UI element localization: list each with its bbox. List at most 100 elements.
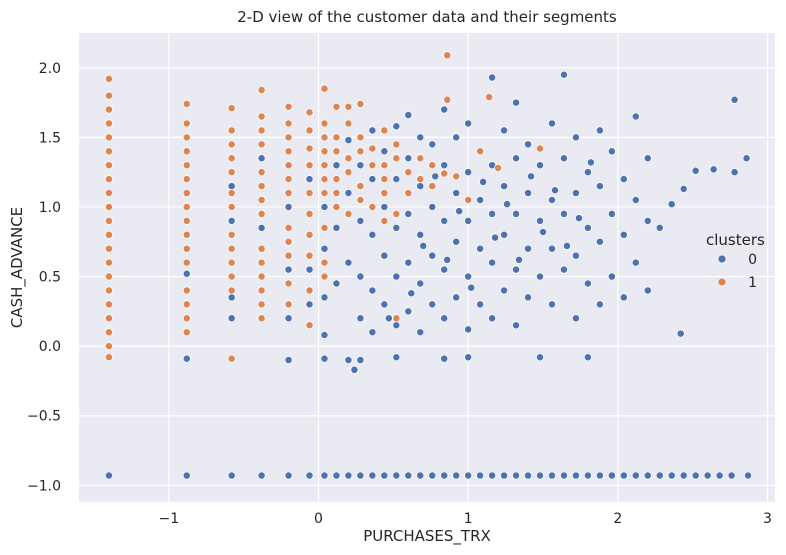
scatter-point (551, 186, 559, 195)
scatter-point (485, 93, 494, 101)
scatter-point (512, 98, 521, 107)
series-1-points (104, 51, 544, 363)
scatter-point (440, 265, 449, 274)
y-tick-label: 1.5 (39, 130, 61, 146)
scatter-point (104, 258, 113, 267)
scatter-point (227, 314, 236, 323)
scatter-point (548, 300, 556, 309)
scatter-point (227, 286, 236, 295)
scatter-point (104, 189, 113, 197)
scatter-point (500, 471, 509, 480)
scatter-point (227, 182, 236, 191)
scatter-point (104, 230, 113, 239)
x-tick-label: 0 (314, 511, 323, 527)
x-tick-label: 3 (763, 511, 772, 527)
scatter-point (380, 203, 389, 211)
scatter-point (320, 119, 329, 128)
scatter-point (257, 126, 266, 135)
scatter-point (368, 286, 377, 295)
scatter-point (730, 168, 739, 177)
scatter-point (491, 233, 500, 242)
scatter-point (512, 471, 521, 480)
scatter-point (455, 207, 464, 216)
scatter-point (380, 471, 389, 480)
legend-title: clusters (706, 231, 765, 249)
scatter-point (512, 321, 521, 330)
scatter-point (583, 223, 592, 232)
scatter-point (332, 133, 341, 142)
scatter-point (392, 353, 401, 362)
scatter-point (607, 147, 616, 156)
scatter-point (464, 216, 473, 225)
y-tick-label: 0.0 (39, 339, 61, 355)
scatter-point (595, 471, 604, 480)
scatter-point (284, 314, 293, 323)
scatter-point (452, 189, 461, 197)
scatter-point (488, 209, 497, 218)
scatter-point (595, 300, 604, 309)
scatter-point (182, 314, 191, 323)
scatter-point (356, 272, 365, 281)
scatter-point (257, 258, 266, 267)
scatter-point (356, 314, 365, 323)
scatter-point (607, 471, 616, 480)
scatter-point (431, 172, 440, 181)
scatter-point (320, 223, 329, 232)
scatter-point (742, 154, 751, 163)
scatter-point (104, 161, 113, 170)
scatter-point (380, 251, 389, 260)
scatter-point (284, 161, 293, 170)
scatter-point (744, 471, 753, 480)
scatter-point (467, 283, 476, 292)
scatter-point (404, 209, 413, 218)
scatter-point (332, 147, 341, 156)
scatter-point (305, 471, 314, 480)
x-tick-labels: −1 0 1 2 3 (158, 511, 771, 527)
scatter-point (227, 354, 236, 363)
scatter-point (368, 126, 377, 135)
scatter-point (305, 251, 314, 260)
scatter-point (631, 196, 640, 204)
scatter-point (560, 209, 568, 218)
scatter-point (344, 154, 353, 163)
scatter-point (524, 244, 532, 253)
scatter-point (655, 471, 664, 480)
legend-marker (717, 254, 727, 264)
scatter-point (404, 307, 413, 316)
scatter-point (619, 175, 628, 184)
scatter-point (227, 272, 236, 281)
scatter-point (332, 203, 341, 211)
scatter-point (416, 230, 425, 239)
scatter-point (548, 119, 556, 128)
scatter-point (392, 154, 401, 163)
scatter-point (227, 230, 236, 239)
scatter-point (320, 203, 329, 211)
scatter-point (104, 244, 113, 253)
scatter-point (512, 209, 521, 218)
y-axis-label: CASH_ADVANCE (8, 207, 27, 328)
scatter-point (404, 258, 413, 267)
scatter-point (452, 471, 461, 480)
scatter-point (380, 147, 389, 156)
grid-lines (79, 33, 775, 502)
scatter-point (392, 223, 401, 232)
scatter-point (667, 200, 676, 209)
scatter-point (284, 265, 293, 274)
scatter-point (655, 223, 664, 232)
scatter-point (560, 471, 568, 480)
scatter-point (679, 471, 688, 480)
scatter-point (320, 133, 329, 142)
scatter-point (104, 471, 113, 480)
scatter-point (257, 140, 266, 149)
scatter-point (356, 133, 365, 142)
scatter-point (104, 74, 113, 83)
scatter-point (344, 471, 353, 480)
scatter-point (524, 471, 532, 480)
scatter-point (524, 293, 532, 302)
scatter-point (284, 471, 293, 480)
scatter-point (284, 279, 293, 288)
scatter-point (257, 168, 266, 177)
scatter-point (344, 209, 353, 218)
scatter-point (440, 216, 449, 225)
